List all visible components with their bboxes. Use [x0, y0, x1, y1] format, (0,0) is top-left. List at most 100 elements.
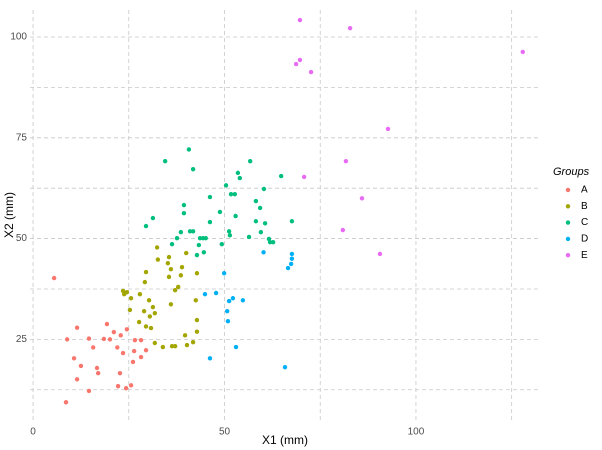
- point: [301, 174, 307, 180]
- point: [137, 292, 143, 297]
- point: [147, 314, 153, 319]
- point: [51, 275, 57, 281]
- point: [94, 365, 100, 371]
- point: [124, 327, 130, 332]
- point: [160, 344, 166, 350]
- point: [136, 319, 142, 325]
- point: [118, 333, 123, 338]
- x-tick-label: 0: [30, 427, 36, 438]
- point: [225, 319, 231, 324]
- point: [282, 364, 288, 370]
- point: [217, 209, 223, 215]
- point: [169, 242, 175, 247]
- x-axis-title: X1 (mm): [262, 433, 308, 447]
- point: [377, 251, 383, 257]
- point: [128, 296, 134, 301]
- point: [154, 245, 160, 250]
- point: [232, 192, 238, 197]
- point: [152, 340, 158, 346]
- point: [221, 271, 227, 276]
- point: [246, 234, 252, 240]
- point: [347, 25, 353, 31]
- point: [193, 298, 198, 303]
- point: [196, 242, 202, 248]
- point: [111, 329, 117, 335]
- point: [74, 377, 80, 382]
- point: [201, 250, 207, 255]
- point: [95, 371, 101, 376]
- point: [138, 337, 144, 343]
- point: [186, 147, 192, 152]
- point: [174, 235, 180, 241]
- point: [168, 302, 174, 307]
- point: [64, 337, 70, 342]
- point: [240, 298, 246, 303]
- point: [182, 333, 188, 338]
- point: [237, 175, 243, 181]
- point: [258, 229, 264, 235]
- point: [226, 229, 232, 234]
- point: [124, 290, 130, 295]
- point: [288, 261, 294, 267]
- point: [194, 317, 200, 323]
- point: [71, 356, 77, 361]
- point: [130, 359, 136, 365]
- point: [228, 192, 234, 197]
- point: [143, 324, 149, 329]
- point: [181, 202, 187, 208]
- point: [270, 240, 276, 245]
- legend-key: [565, 220, 571, 225]
- point: [150, 304, 156, 310]
- point: [165, 260, 171, 266]
- point: [233, 344, 239, 350]
- point: [168, 267, 174, 272]
- point: [230, 296, 236, 301]
- point: [172, 287, 178, 293]
- point: [184, 342, 190, 348]
- point: [107, 337, 113, 342]
- point: [190, 339, 196, 345]
- legend-label: D: [581, 234, 588, 245]
- point: [172, 344, 178, 349]
- point: [190, 167, 196, 172]
- legend-key: [565, 204, 571, 209]
- point: [253, 198, 259, 204]
- y-tick-label: 25: [16, 334, 28, 345]
- point: [86, 388, 92, 394]
- point: [166, 254, 172, 260]
- point: [162, 158, 168, 164]
- legend-label: B: [581, 201, 588, 212]
- point: [143, 269, 149, 275]
- point: [247, 158, 253, 164]
- point: [169, 344, 175, 349]
- legend-title: Groups: [553, 166, 590, 178]
- point: [340, 227, 346, 233]
- point: [128, 383, 134, 388]
- point: [235, 170, 241, 176]
- point: [285, 265, 291, 271]
- y-axis-title: X2 (mm): [2, 192, 16, 238]
- point: [224, 308, 230, 314]
- point: [104, 321, 110, 327]
- point: [179, 265, 185, 270]
- point: [166, 274, 172, 280]
- point: [207, 194, 213, 200]
- legend-label: E: [581, 250, 588, 261]
- point: [261, 250, 266, 255]
- point: [142, 279, 148, 285]
- point: [132, 337, 138, 343]
- point: [117, 371, 123, 376]
- point: [207, 356, 213, 361]
- point: [194, 329, 200, 334]
- legend-key: [565, 236, 571, 242]
- point: [101, 336, 107, 342]
- point: [115, 383, 121, 389]
- legend-key: [565, 253, 571, 258]
- point: [178, 229, 184, 235]
- legend-label: A: [581, 185, 588, 196]
- x-tick-label: 50: [219, 427, 231, 438]
- point: [78, 363, 84, 369]
- point: [152, 310, 158, 316]
- point: [194, 271, 200, 276]
